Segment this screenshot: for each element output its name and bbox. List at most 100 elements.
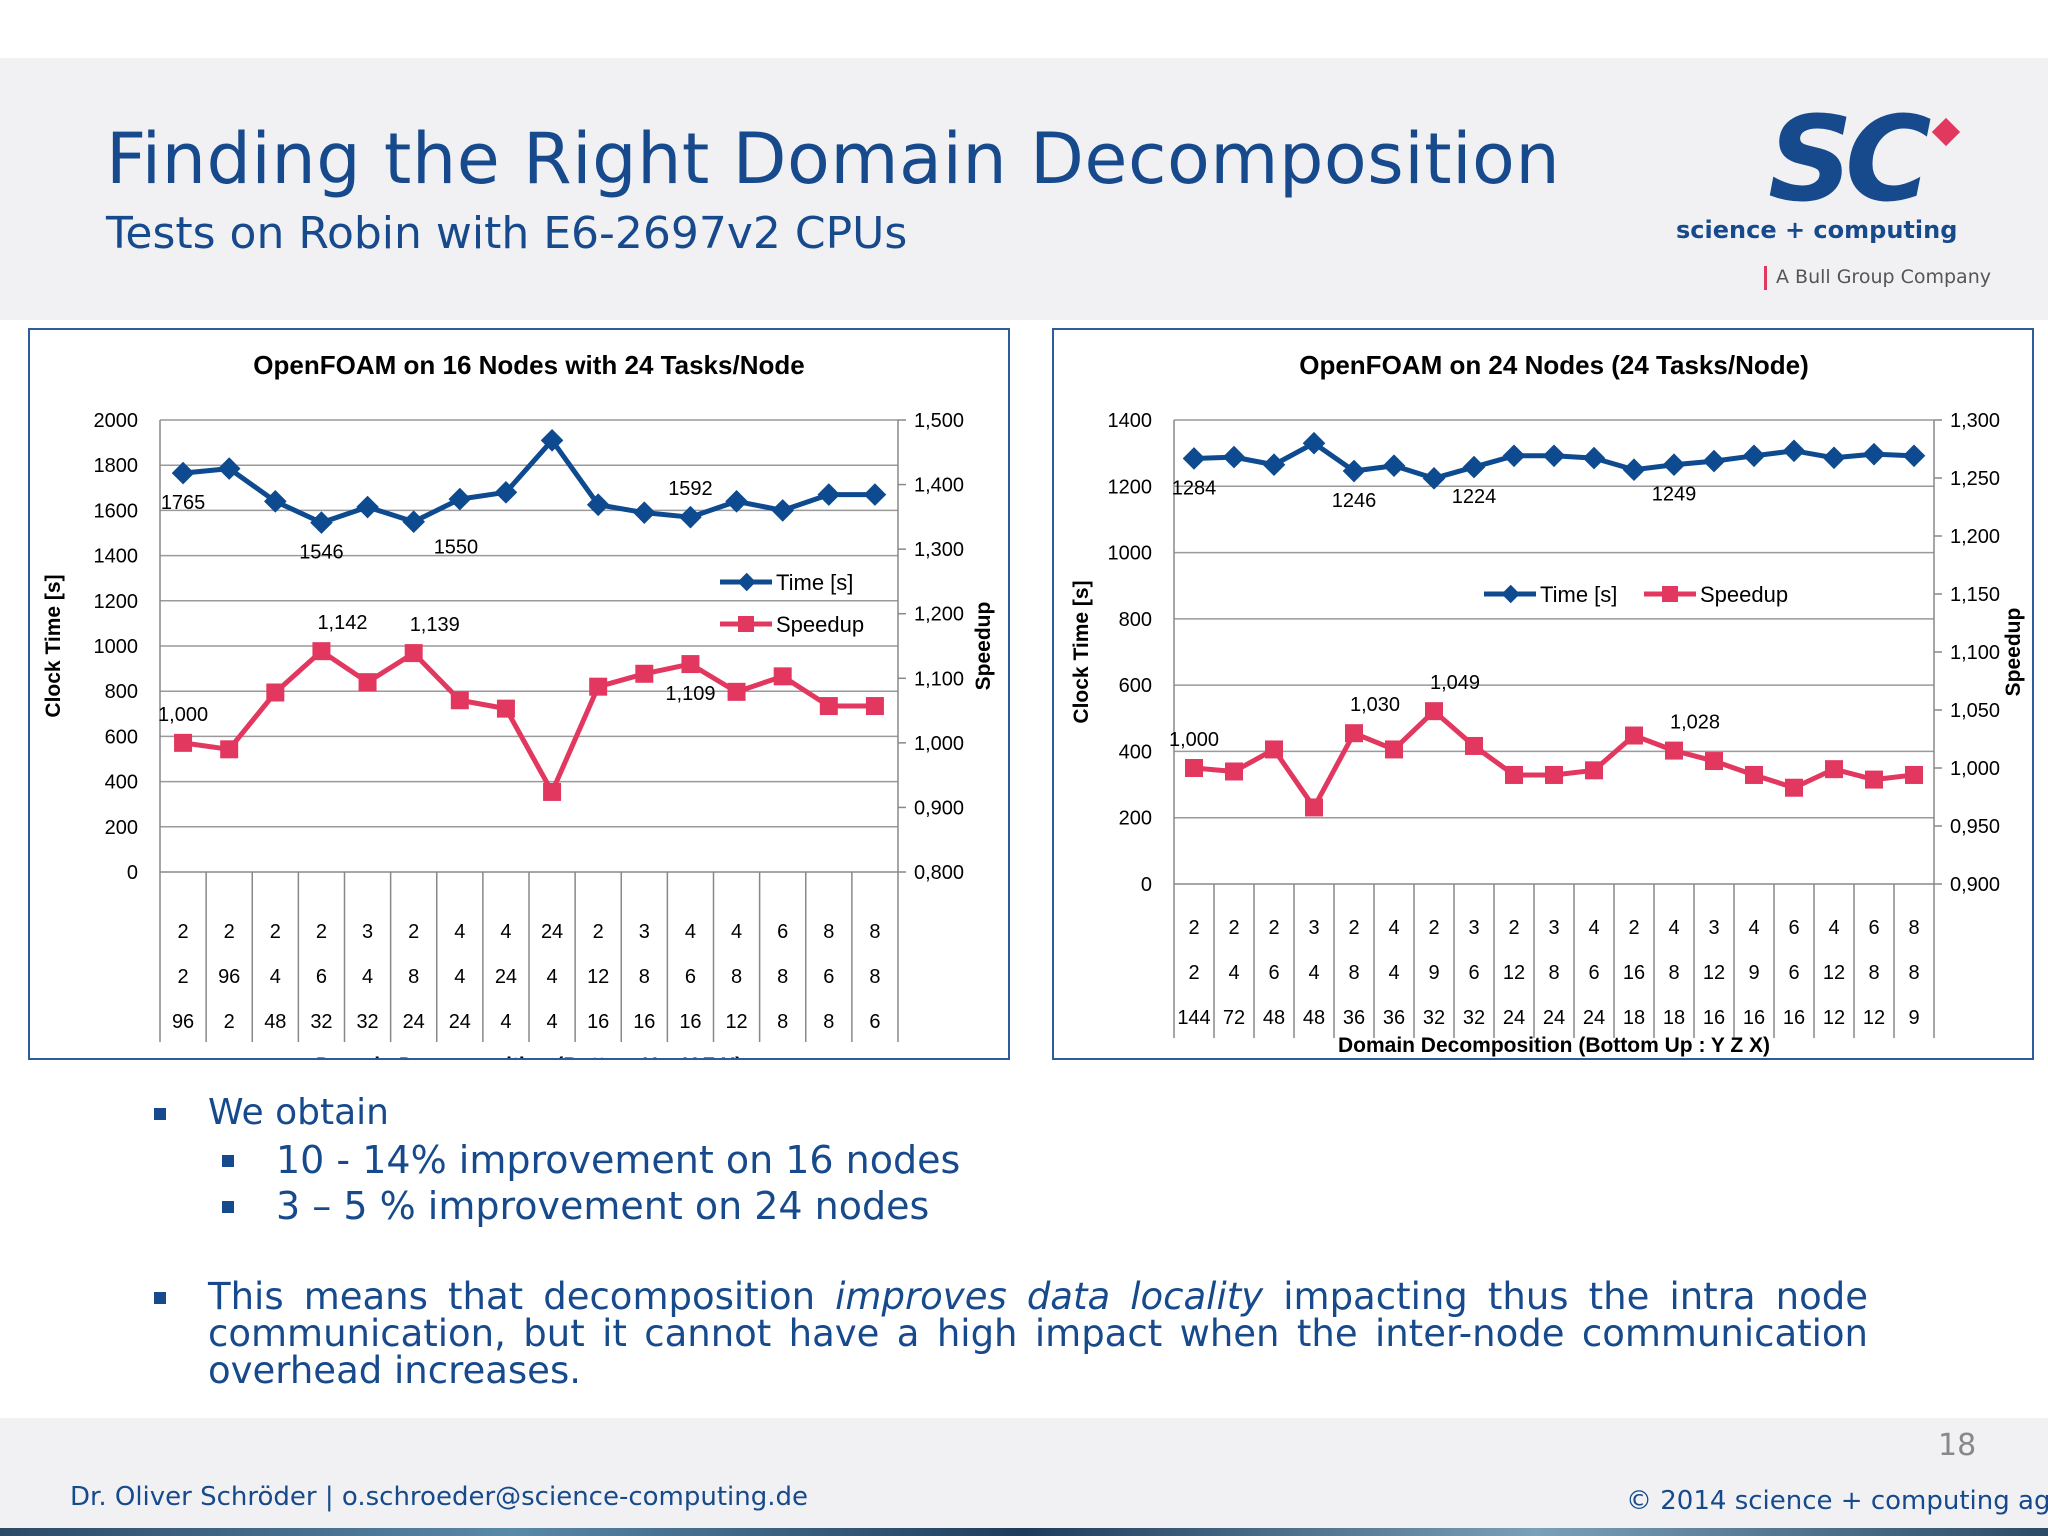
x-category-label: 6 [1868,917,1879,939]
y-left-tick-label: 200 [105,817,138,839]
y-right-tick-label: 1,500 [914,410,964,432]
data-point-speedup [865,697,884,716]
x-category-label: 2 [593,921,604,943]
x-category-label: 48 [1303,1007,1325,1029]
y-right-tick-label: 1,400 [914,475,964,497]
data-label: 1592 [668,478,713,500]
data-point-time [725,490,748,513]
chart-panel-24-nodes: OpenFOAM on 24 Nodes (24 Tasks/Node) 0 200… [1052,328,2034,1060]
x-category-label: 2 [1188,962,1199,984]
x-category-label: 6 [685,966,696,988]
x-category-label: 4 [1828,917,1839,939]
header-band [0,58,2048,320]
data-point-time [1662,453,1686,477]
x-category-label: 3 [639,921,650,943]
x-category-label: 16 [633,1011,655,1033]
data-label: 1550 [434,537,479,559]
y-left-tick-label: 1400 [1108,410,1153,432]
data-point-speedup [1385,740,1403,759]
y-left-tick-label: 400 [1119,741,1152,763]
x-category-label: 18 [1663,1007,1685,1029]
data-point-time [1542,444,1566,468]
x-category-label: 2 [1428,917,1439,939]
legend-marker-speedup [1662,586,1678,602]
y-left-tick-label: 800 [1119,609,1152,631]
x-category-label: 4 [1308,962,1319,984]
data-label: 1249 [1652,484,1697,506]
footer-email[interactable]: o.schroeder@science-computing.de [341,1482,809,1512]
legend-label: Time [s] [1540,582,1617,607]
slide-title: Finding the Right Domain Decomposition [106,118,1561,200]
data-point-time [1342,459,1366,483]
data-point-time [863,483,887,506]
x-category-label: 4 [547,966,558,988]
logo-tag-bar [1764,266,1767,290]
data-label: 1546 [299,542,344,564]
legend-marker-time [737,572,756,592]
data-point-speedup [1265,740,1283,759]
data-point-time [771,499,795,522]
data-point-speedup [1905,765,1923,784]
y-left-tick-label: 1800 [94,455,139,477]
x-category-label: 16 [1783,1007,1805,1029]
para-text-post: impacting thus the intra node communicat… [208,1275,1869,1392]
x-category-label: 8 [1668,962,1679,984]
data-point-speedup [543,782,562,801]
data-point-time [1582,446,1606,470]
x-category-label: 16 [1743,1007,1765,1029]
x-category-label: 8 [1548,962,1559,984]
x-category-label: 6 [1788,917,1799,939]
x-category-label: 18 [1623,1007,1645,1029]
data-point-speedup [727,682,746,701]
data-point-speedup [1345,724,1363,743]
data-point-speedup [1665,741,1683,760]
y-left-tick-label: 600 [105,726,138,748]
data-point-time [1902,444,1926,468]
x-category-label: 9 [1748,962,1759,984]
y-right-tick-label: 1,300 [1950,410,2000,432]
y-left-tick-label: 1400 [94,546,139,568]
y-right-tick-label: 1,300 [914,539,964,561]
legend-marker-time [1501,584,1520,604]
data-point-speedup [496,699,515,718]
x-category-label: 12 [587,966,609,988]
data-point-time [171,461,195,485]
data-point-speedup [450,691,469,710]
y-right-tick-label: 1,200 [914,604,964,626]
x-category-label: 144 [1177,1007,1210,1029]
x-category-label: 2 [1508,917,1519,939]
x-category-label: 24 [1543,1007,1565,1029]
x-category-label: 36 [1343,1007,1365,1029]
data-point-time [679,505,702,529]
data-point-time [1822,446,1846,470]
series-line-time [182,437,875,526]
slide-subtitle: Tests on Robin with E6-2697v2 CPUs [106,208,908,259]
x-category-label: 12 [1823,1007,1845,1029]
chart-title: OpenFOAM on 24 Nodes (24 Tasks/Node) [1299,350,1809,380]
logo-accent-dot [1931,117,1961,147]
data-point-speedup [1705,752,1723,771]
data-point-speedup [1425,702,1443,721]
x-category-label: 16 [1623,962,1645,984]
x-category-label: 6 [1788,962,1799,984]
data-point-speedup [1745,765,1763,784]
x-category-label: 6 [316,966,327,988]
x-category-label: 4 [1228,962,1239,984]
x-category-label: 6 [777,921,788,943]
data-point-speedup [174,733,193,752]
data-point-time [1502,444,1526,468]
x-category-label: 6 [1268,962,1279,984]
chart-24-nodes: OpenFOAM on 24 Nodes (24 Tasks/Node) 0 200… [1070,350,2025,1057]
y-left-tick-label: 200 [1119,808,1152,830]
x-category-label: 8 [639,966,650,988]
data-point-time [310,511,333,534]
y-left-tick-label: 1200 [94,591,139,613]
x-category-label: 12 [725,1011,747,1033]
x-category-label: 8 [777,1011,788,1033]
bullet-we-obtain: We obtain [208,1092,389,1133]
legend-marker-speedup [738,616,754,632]
x-category-label: 16 [679,1011,701,1033]
x-category-label: 12 [1823,962,1845,984]
data-point-time [263,490,287,513]
x-category-label: 96 [218,966,240,988]
